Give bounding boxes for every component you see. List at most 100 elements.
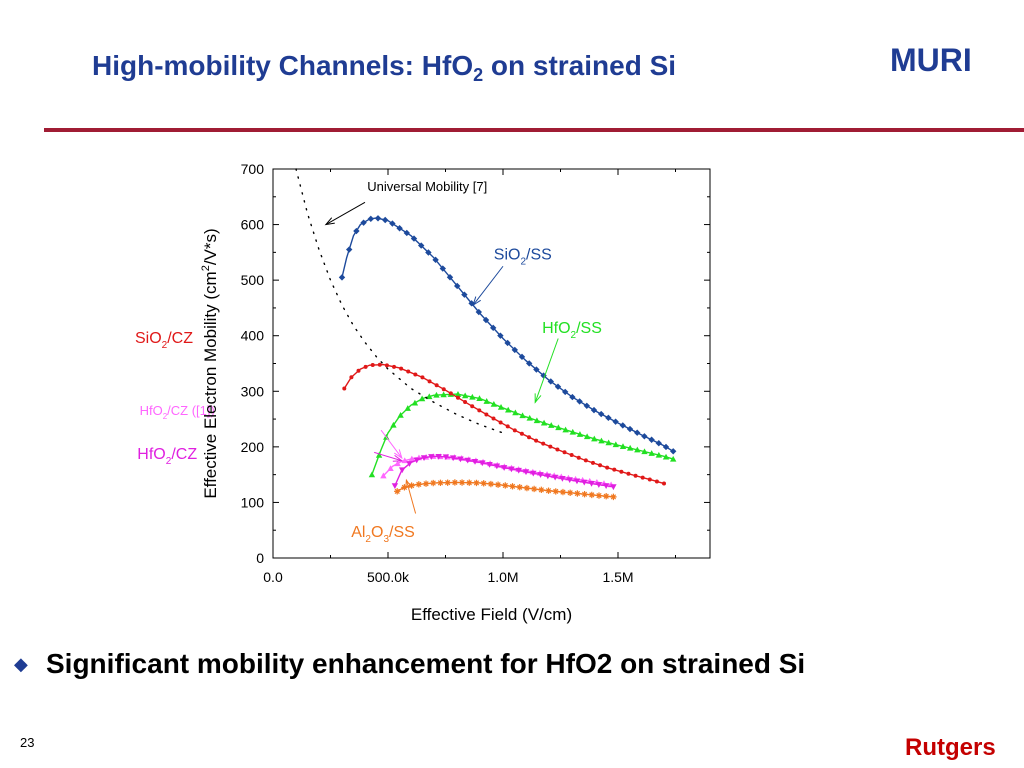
series-hfo2-ss: [368, 391, 677, 478]
data-point: [469, 393, 476, 400]
label-hfo2-cz-1-arrow-head: [394, 449, 403, 460]
data-point: [411, 399, 419, 406]
x-tick-label: 0.0: [263, 569, 283, 585]
label-al2o3-ss: Al2O3/SS: [351, 478, 417, 545]
data-point: [442, 454, 450, 461]
label-hfo2-cz-1-arrow-line: [380, 429, 403, 459]
label-al2o3-ss-text-part: O: [371, 524, 383, 541]
data-point: [619, 422, 626, 429]
data-point: [533, 417, 541, 424]
data-point: [602, 483, 610, 489]
data-point: [655, 451, 663, 458]
diamond-icon: ◆: [14, 653, 28, 674]
data-point: [634, 446, 641, 453]
title-divider: [44, 128, 1024, 132]
data-point: [595, 482, 603, 488]
label-sio2-cz-text: SiO2/CZ: [135, 330, 193, 351]
data-point: [349, 375, 354, 380]
data-point: [511, 346, 518, 354]
label-sio2-cz: SiO2/CZ: [135, 330, 193, 351]
data-point: [610, 493, 617, 501]
data-point: [569, 453, 574, 458]
data-point: [547, 378, 554, 385]
data-point: [454, 282, 461, 290]
data-point: [440, 391, 447, 398]
data-point: [612, 418, 619, 425]
data-point: [455, 395, 460, 400]
x-tick-label: 1.0M: [487, 569, 518, 585]
data-point: [581, 490, 588, 498]
data-point: [475, 308, 482, 316]
data-point: [399, 366, 404, 371]
data-point: [519, 412, 526, 419]
data-point: [420, 375, 425, 380]
y-axis-label-part: Effective Electron Mobility (cm: [201, 271, 220, 498]
data-point: [548, 422, 555, 428]
title-text-rest: on strained Si: [483, 50, 677, 81]
data-point: [406, 369, 411, 374]
data-point: [626, 471, 631, 476]
data-point: [545, 487, 552, 494]
data-point: [583, 458, 588, 463]
data-point: [396, 225, 403, 232]
data-point: [590, 406, 598, 414]
data-point: [403, 229, 410, 237]
label-hfo2-ss-text-subscript: 2: [571, 330, 577, 341]
muri-logo-text: MURI: [890, 42, 972, 78]
label-hfo2-ss-text-part: /SS: [576, 320, 602, 337]
label-hfo2-ss-arrow-line: [534, 338, 559, 403]
data-point: [576, 431, 584, 437]
data-point: [588, 491, 595, 499]
data-point: [655, 440, 662, 447]
bullet-text: Significant mobility enhancement for HfO…: [46, 648, 806, 679]
label-al2o3-ss-text-subscript: 2: [365, 534, 371, 545]
data-point: [377, 362, 382, 367]
label-sio2-ss-text-part: /SS: [526, 247, 552, 264]
data-point: [384, 363, 389, 368]
x-axis-label: Effective Field (V/cm): [411, 605, 572, 624]
label-hfo2-cz-1-text-part: HfO: [140, 403, 163, 418]
data-point: [390, 421, 397, 428]
data-point: [559, 488, 567, 496]
data-point: [533, 366, 540, 373]
data-point: [522, 469, 530, 476]
data-point: [432, 256, 439, 264]
data-point: [555, 447, 560, 452]
series-hfo2-cz: [391, 453, 617, 491]
label-hfo2-ss-text-part: HfO: [542, 320, 570, 337]
data-point: [552, 488, 559, 495]
data-point: [408, 455, 416, 462]
data-point: [491, 416, 496, 421]
data-point: [551, 474, 559, 481]
label-sio2-ss-arrow-line: [472, 265, 504, 306]
data-point: [670, 455, 677, 462]
data-point: [530, 470, 537, 477]
data-point: [540, 419, 548, 426]
data-point: [583, 402, 590, 409]
label-sio2-cz-text-subscript: 2: [162, 340, 168, 351]
data-point: [526, 360, 533, 367]
data-point: [353, 227, 360, 235]
y-tick-label: 100: [241, 494, 265, 510]
data-point: [441, 387, 446, 392]
data-point: [662, 443, 670, 451]
data-point: [605, 414, 612, 422]
label-hfo2-cz-text-part: HfO: [137, 446, 165, 463]
data-point: [598, 437, 605, 444]
data-point: [494, 481, 502, 488]
data-point: [466, 479, 473, 486]
y-axis-label-group: Effective Electron Mobility (cm2/V*s): [200, 228, 220, 498]
label-sio2-ss-text: SiO2/SS: [494, 247, 552, 268]
data-point: [391, 483, 399, 489]
plot-frame: [272, 168, 711, 559]
data-point: [430, 479, 437, 487]
data-point: [394, 460, 401, 467]
data-point: [477, 408, 482, 413]
data-point: [569, 393, 576, 401]
data-point: [427, 379, 432, 384]
data-point: [451, 479, 459, 486]
data-point: [544, 473, 552, 480]
data-point: [590, 460, 595, 465]
data-point: [486, 461, 493, 468]
data-point: [605, 439, 612, 446]
